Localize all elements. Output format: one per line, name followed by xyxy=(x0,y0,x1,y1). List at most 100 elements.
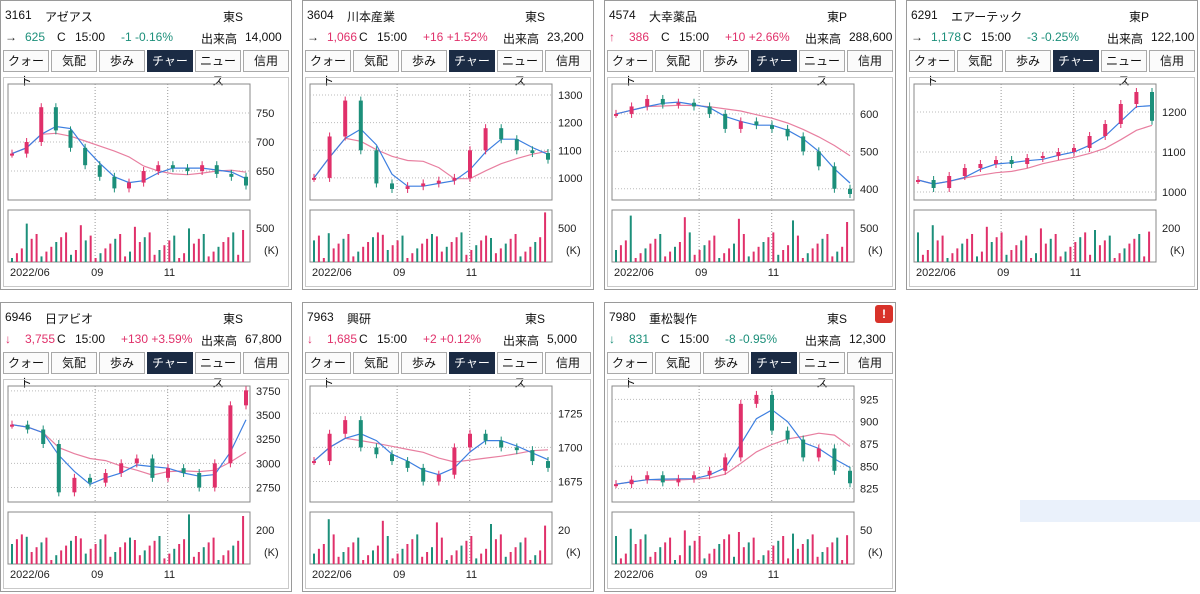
volume-bar xyxy=(777,254,780,262)
candle-body xyxy=(645,475,650,480)
volume-label: 出来高 xyxy=(805,334,842,348)
tab-4[interactable]: ニュース xyxy=(1101,50,1147,88)
quote-row: ↑ 386 C 15:00 +10 +2.66% 出来高 288,600 xyxy=(609,29,895,46)
tab-2[interactable]: 歩み xyxy=(99,352,145,374)
tab-5[interactable]: 信用 xyxy=(243,50,289,72)
stock-panel-3604: 3604 川本産業 東S → 1,066 C 15:00 +16 +1.52% 出来高 23,20… xyxy=(302,0,594,290)
tab-4[interactable]: ニュース xyxy=(497,352,543,390)
chart-svg: 1200 1100 1000 200 (K) 2022/06 09 11 xyxy=(913,83,1186,279)
volume-bar xyxy=(703,245,706,262)
tab-3[interactable]: チャート xyxy=(751,50,797,88)
candle-body xyxy=(39,107,44,142)
tab-5[interactable]: 信用 xyxy=(847,352,893,374)
panel-title-row: 3161 アゼアス 東S xyxy=(5,5,287,24)
volume-bar xyxy=(534,242,537,262)
volume-bar xyxy=(615,536,617,564)
volume-bar xyxy=(639,539,642,564)
tab-5[interactable]: 信用 xyxy=(847,50,893,72)
tab-3[interactable]: チャート xyxy=(1053,50,1099,88)
tab-1[interactable]: 気配 xyxy=(655,50,701,72)
tab-2[interactable]: 歩み xyxy=(1005,50,1051,72)
price-tick-label: 500 xyxy=(860,146,878,158)
volume-bar xyxy=(678,555,681,564)
tab-2[interactable]: 歩み xyxy=(703,352,749,374)
tab-4[interactable]: ニュース xyxy=(195,352,241,390)
warning-icon[interactable]: ! xyxy=(875,305,893,323)
volume-bar xyxy=(119,234,122,262)
volume-bar xyxy=(109,556,112,564)
tab-3[interactable]: チャート xyxy=(751,352,797,390)
tab-0[interactable]: クォート xyxy=(3,50,49,88)
tab-0[interactable]: クォート xyxy=(909,50,955,88)
tab-1[interactable]: 気配 xyxy=(957,50,1003,72)
tab-2[interactable]: 歩み xyxy=(401,50,447,72)
x-axis-label: 2022/06 xyxy=(614,267,654,279)
volume-bar xyxy=(529,246,532,262)
volume-bar xyxy=(347,234,350,262)
volume-bar xyxy=(232,232,235,262)
tab-3[interactable]: チャート xyxy=(147,352,193,390)
chart-svg: 1300 1200 1100 1000 500 (K) 2022/06 09 11 xyxy=(309,83,582,279)
tab-2[interactable]: 歩み xyxy=(401,352,447,374)
tab-5[interactable]: 信用 xyxy=(243,352,289,374)
volume-tick-label: 500 xyxy=(256,223,274,235)
chart-svg: 925 900 875 850 825 50 (K) 2022/06 09 11 xyxy=(611,385,883,581)
volume-bar xyxy=(237,540,240,564)
volume-bar xyxy=(421,243,424,262)
tab-0[interactable]: クォート xyxy=(3,352,49,390)
tab-5[interactable]: 信用 xyxy=(545,352,591,374)
volume-bar xyxy=(163,558,166,564)
volume-bar xyxy=(183,539,186,564)
volume-bar xyxy=(347,547,350,564)
tab-3[interactable]: チャート xyxy=(147,50,193,88)
tab-1[interactable]: 気配 xyxy=(51,50,97,72)
volume-bar xyxy=(367,555,370,564)
volume-bar xyxy=(698,250,701,262)
tab-0[interactable]: クォート xyxy=(607,50,653,88)
tab-2[interactable]: 歩み xyxy=(99,50,145,72)
tab-3[interactable]: チャート xyxy=(449,352,495,390)
close-flag: C xyxy=(359,332,368,346)
volume-bar xyxy=(1138,234,1141,262)
tab-5[interactable]: 信用 xyxy=(1149,50,1195,72)
tab-1[interactable]: 気配 xyxy=(51,352,97,374)
stock-name: エアーテック xyxy=(951,10,1023,24)
volume-bar xyxy=(644,248,647,262)
volume-bar xyxy=(615,250,617,262)
price-change: -3 -0.25% xyxy=(1027,30,1080,44)
tab-4[interactable]: ニュース xyxy=(195,50,241,88)
tab-0[interactable]: クォート xyxy=(305,352,351,390)
volume-bar xyxy=(688,545,691,564)
tab-1[interactable]: 気配 xyxy=(353,352,399,374)
volume-bar xyxy=(1123,248,1126,262)
trend-arrow-icon: ↑ xyxy=(609,30,615,44)
volume-bar xyxy=(1094,230,1096,262)
candle-body xyxy=(801,136,806,152)
ma-long-line xyxy=(917,124,1153,185)
tab-4[interactable]: ニュース xyxy=(799,50,845,88)
close-flag: C xyxy=(57,332,66,346)
tab-0[interactable]: クォート xyxy=(305,50,351,88)
candle-body xyxy=(546,153,550,160)
tab-1[interactable]: 気配 xyxy=(655,352,701,374)
candle-body xyxy=(197,473,202,488)
tab-1[interactable]: 気配 xyxy=(353,50,399,72)
tab-4[interactable]: ニュース xyxy=(497,50,543,88)
market-label: 東S xyxy=(223,10,244,24)
volume-bar xyxy=(985,226,988,262)
volume-bar xyxy=(435,236,438,262)
tab-5[interactable]: 信用 xyxy=(545,50,591,72)
volume-bar xyxy=(1089,254,1092,262)
tab-4[interactable]: ニュース xyxy=(799,352,845,390)
volume-bar xyxy=(1010,250,1013,262)
tab-0[interactable]: クォート xyxy=(607,352,653,390)
tab-3[interactable]: チャート xyxy=(449,50,495,88)
volume-bar xyxy=(153,254,156,262)
volume-bar xyxy=(178,258,181,262)
volume-bar xyxy=(40,542,43,564)
volume-bar xyxy=(242,230,245,262)
volume-bar xyxy=(362,560,365,564)
volume-unit-label: (K) xyxy=(566,245,581,257)
volume-bar xyxy=(806,539,809,564)
tab-2[interactable]: 歩み xyxy=(703,50,749,72)
